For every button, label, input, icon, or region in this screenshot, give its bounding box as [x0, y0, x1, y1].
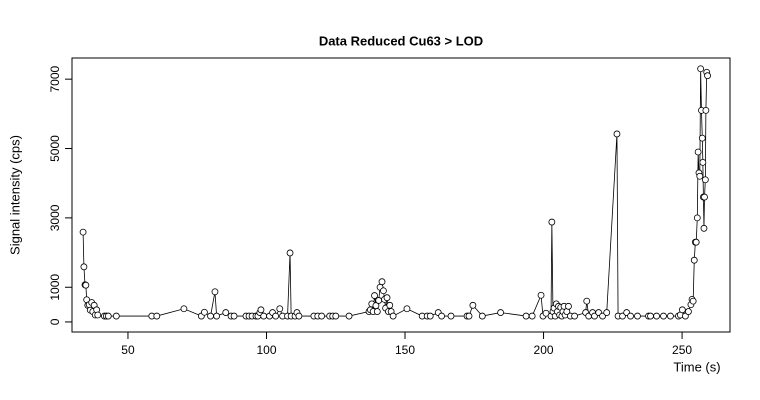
data-point: [699, 158, 707, 166]
data-point: [667, 312, 674, 320]
data-point: [426, 312, 434, 320]
data-point: [685, 308, 692, 315]
data-point: [548, 218, 556, 226]
data-point: [678, 306, 686, 314]
data-point: [704, 72, 711, 80]
data-point: [647, 312, 654, 320]
data-point: [469, 301, 477, 309]
data-point: [701, 193, 708, 201]
data-point: [701, 176, 709, 184]
data-point: [697, 65, 705, 73]
data-point: [386, 301, 394, 309]
data-point: [565, 302, 572, 310]
data-point: [272, 312, 280, 320]
data-point: [702, 106, 710, 114]
data-point: [583, 297, 591, 305]
data-point: [276, 305, 284, 313]
data-point: [112, 312, 120, 320]
data-line: [82, 68, 708, 317]
data-point: [693, 214, 701, 222]
data-point: [375, 297, 383, 304]
data-point: [230, 312, 238, 320]
y-tick-label: 3000: [48, 204, 62, 231]
data-point: [571, 312, 578, 320]
data-point: [201, 308, 208, 316]
data-point: [690, 256, 698, 264]
y-tick-label: 1000: [48, 274, 62, 301]
data-point: [380, 287, 387, 295]
data-point: [79, 228, 87, 236]
data-point: [497, 309, 505, 316]
y-axis-label: Signal intensity (cps): [7, 135, 22, 255]
data-point: [222, 309, 230, 316]
data-point: [478, 312, 486, 320]
data-point: [689, 297, 697, 305]
data-point: [257, 306, 265, 314]
data-point: [211, 288, 219, 296]
data-point: [537, 291, 545, 299]
data-point: [207, 312, 214, 320]
plot-box: [71, 57, 731, 333]
data-point: [373, 308, 381, 315]
data-point: [180, 305, 188, 313]
data-point: [700, 224, 708, 232]
data-point: [295, 312, 303, 320]
data-point: [603, 309, 611, 316]
x-tick-label: 200: [534, 343, 554, 357]
x-tick-label: 150: [395, 343, 415, 357]
data-point: [80, 263, 88, 271]
x-tick-label: 100: [256, 343, 276, 357]
data-point: [82, 281, 90, 289]
data-point: [698, 134, 706, 142]
data-point: [522, 312, 530, 320]
data-point: [613, 130, 621, 138]
data-point: [694, 148, 702, 156]
data-point: [542, 309, 550, 317]
data-point: [345, 312, 353, 320]
data-point: [653, 312, 660, 320]
x-tick-label: 50: [121, 343, 135, 357]
data-point: [438, 312, 445, 320]
data-point: [660, 312, 667, 320]
data-point: [696, 172, 704, 180]
y-tick-label: 5000: [48, 135, 62, 162]
data-point: [213, 312, 221, 320]
data-point: [403, 305, 411, 313]
data-point: [260, 312, 268, 320]
data-point: [528, 312, 536, 320]
data-point: [153, 312, 161, 320]
data-point: [383, 294, 391, 302]
data-point: [332, 312, 340, 320]
data-point: [378, 278, 386, 286]
data-point: [692, 238, 700, 246]
data-point: [465, 312, 473, 320]
data-point: [104, 312, 112, 320]
data-point: [447, 312, 455, 320]
data-point: [389, 312, 397, 320]
data-point: [318, 312, 326, 320]
y-tick-label: 7000: [48, 65, 62, 92]
data-point: [94, 311, 102, 319]
x-tick-label: 250: [672, 343, 692, 357]
data-point: [627, 312, 634, 320]
chart-title: Data Reduced Cu63 > LOD: [319, 33, 483, 48]
x-axis-label: Time (s): [673, 359, 720, 374]
y-tick-label: 0: [48, 318, 62, 325]
data-point: [286, 249, 294, 257]
data-point: [371, 292, 378, 299]
data-point: [634, 312, 641, 320]
